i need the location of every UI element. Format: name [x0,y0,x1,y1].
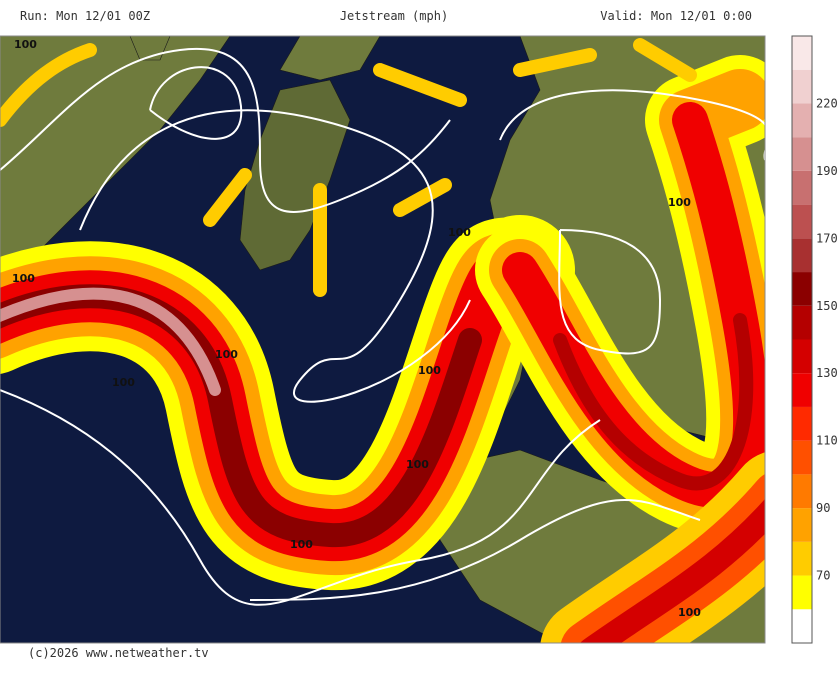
colorbar-segment [792,474,812,509]
jet-main [0,215,575,591]
run-label: Run: Mon 12/01 00Z [20,9,150,23]
colorbar: 70 90 110 130 150 170 190 220 [791,35,838,644]
map-frame [0,35,766,644]
contours [0,47,765,606]
colorbar-label: 170 [816,231,838,245]
contour-label: 100 [668,196,691,209]
valid-label: Valid: Mon 12/01 0:00 [600,9,752,23]
contour-label: 100 [678,606,701,619]
map-title: Jetstream (mph) [340,9,448,23]
colorbar-segment [792,609,812,643]
colorbar-segment [792,508,812,542]
contour-label: 100 [418,364,441,377]
colorbar-segment [792,575,812,610]
footer: (c)2026 www.netweather.tv [28,646,209,660]
map: 100 100 100 100 100 100 100 100 100 100 [0,36,765,643]
contour-label: 100 [448,226,471,239]
jet-europe [475,55,765,535]
contour-label: 100 [112,376,135,389]
colorbar-segment [792,238,812,273]
colorbar-segment [792,440,812,475]
colorbar-segment [792,137,812,171]
contour-label: 100 [12,272,35,285]
colorbar-frame [791,35,813,644]
colorbar-segment [792,36,812,70]
colorbar-segment [792,170,812,205]
colorbar-segment [792,406,812,441]
colorbar-segment [792,339,812,374]
contour-label: 100 [406,458,429,471]
colorbar-segment [792,541,812,576]
colorbar-label: 90 [816,501,830,515]
colorbar-label: 70 [816,569,830,583]
colorbar-segment [792,373,812,407]
colorbar-segment [792,69,812,104]
colorbar-segment [792,272,812,306]
jet-bands [0,38,765,643]
colorbar-label: 130 [816,366,838,380]
colorbar-segment [792,103,812,138]
colorbar-label: 220 [816,96,838,110]
jet-fragments [0,38,697,297]
colorbar-segment [792,305,812,340]
contour-label: 100 [215,348,238,361]
colorbar-label: 110 [816,434,838,448]
contour-label: 100 [14,38,37,51]
colorbar-segment [792,204,812,239]
jet-africa [540,452,765,643]
contour-labels: 100 100 100 100 100 100 100 100 100 100 [12,38,701,619]
colorbar-label: 150 [816,299,838,313]
colorbar-label: 190 [816,164,838,178]
contour-label: 100 [290,538,313,551]
